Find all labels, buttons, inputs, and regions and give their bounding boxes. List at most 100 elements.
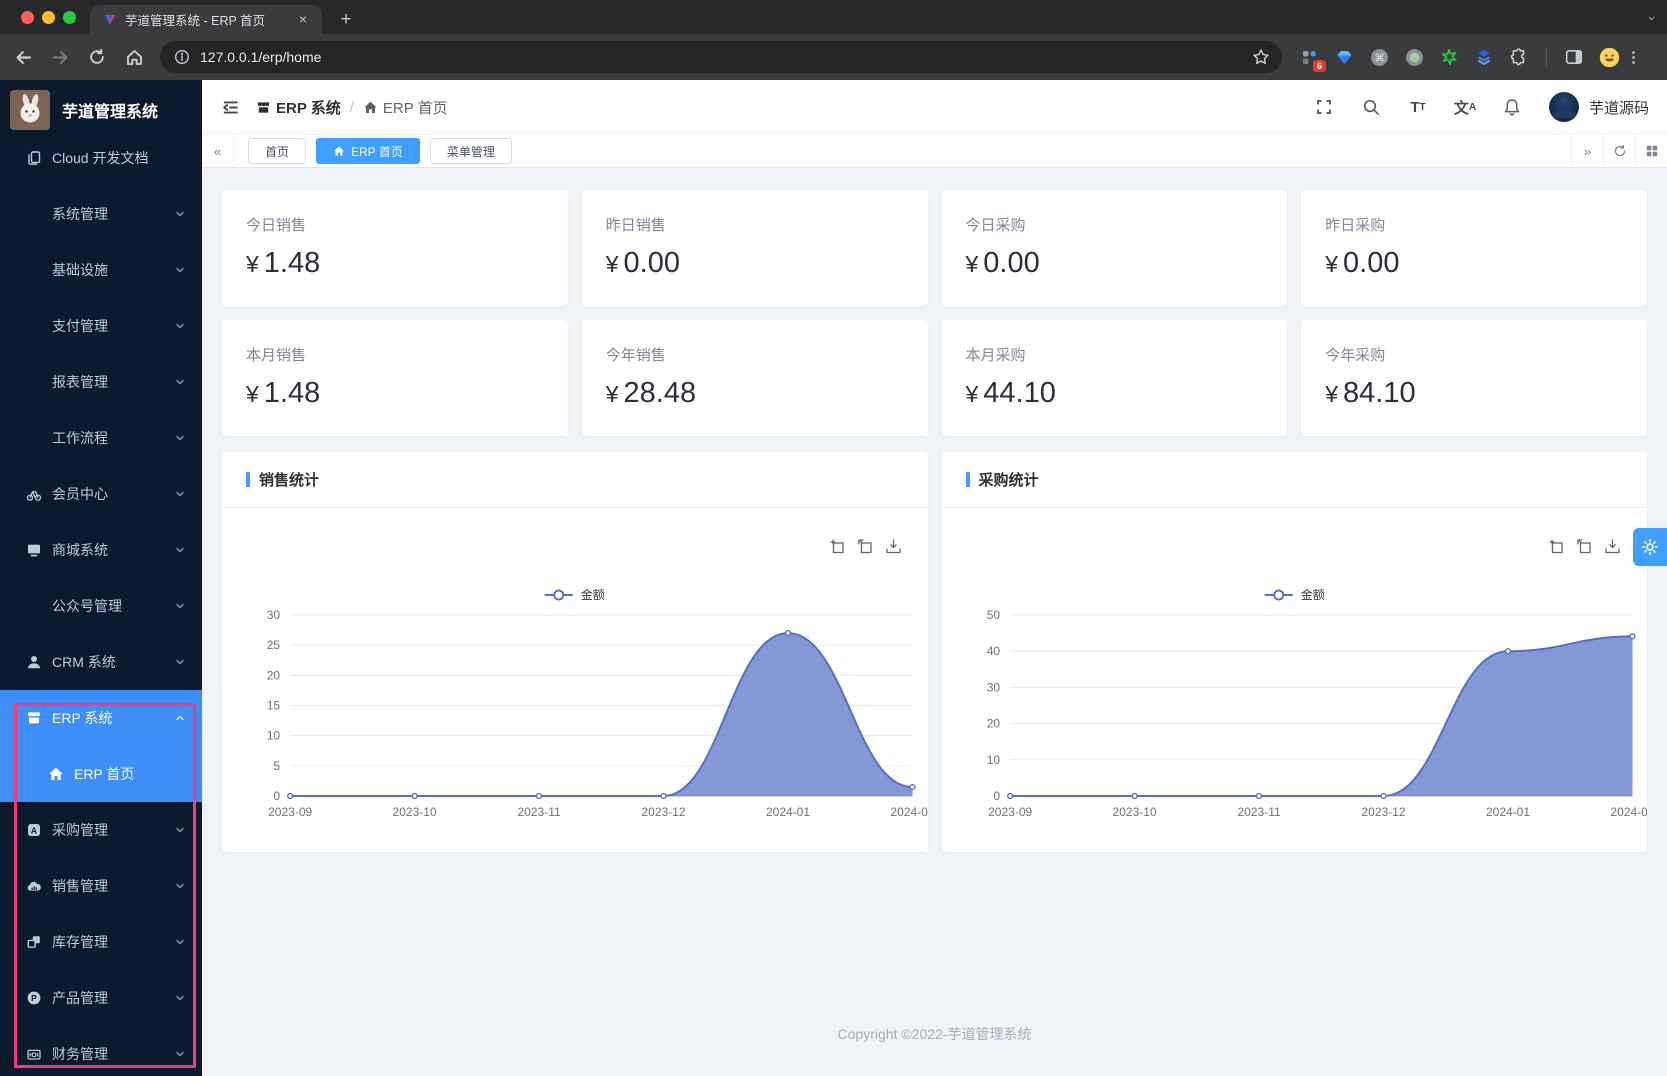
sidebar-item-0[interactable]: Cloud 开发文档 (0, 130, 202, 186)
currency-symbol: ¥ (606, 251, 619, 277)
sidebar-item-11[interactable]: ERP 首页 (0, 746, 202, 802)
zoom-select-icon[interactable] (1548, 538, 1565, 555)
data-point[interactable] (288, 794, 293, 799)
data-point[interactable] (1381, 794, 1386, 799)
sidebar-item-label: CRM 系统 (52, 652, 116, 672)
settings-gear-button[interactable] (1633, 528, 1667, 566)
data-point[interactable] (1505, 649, 1510, 654)
sidebar-item-15[interactable]: P 产品管理 (0, 970, 202, 1026)
download-icon[interactable] (1604, 538, 1621, 555)
sidebar-item-13[interactable]: 销售管理 (0, 858, 202, 914)
tabs-layout-grid-icon[interactable] (1635, 135, 1667, 168)
window-zoom-button[interactable] (63, 11, 76, 24)
sidebar-item-7[interactable]: 商城系统 (0, 522, 202, 578)
browser-profile-avatar[interactable] (1598, 46, 1620, 68)
extension-icons: 6 ⌘ (1298, 46, 1620, 68)
legend-label[interactable]: 金额 (581, 587, 605, 602)
stat-value: ¥0.00 (606, 247, 904, 280)
app-logo[interactable]: 芋道管理系统 (0, 80, 202, 130)
address-bar[interactable]: 127.0.0.1/erp/home (160, 41, 1282, 73)
search-icon[interactable] (1361, 97, 1381, 117)
data-point[interactable] (412, 794, 417, 799)
window-minimize-button[interactable] (42, 11, 55, 24)
menu-fold-icon[interactable] (220, 97, 240, 117)
extension-layers-icon[interactable] (1473, 46, 1495, 68)
y-tick-label: 30 (267, 608, 281, 622)
sidebar-item-16[interactable]: 财务管理 (0, 1026, 202, 1076)
extension-gem-icon[interactable] (1333, 46, 1355, 68)
fullscreen-icon[interactable] (1314, 97, 1334, 117)
site-info-icon[interactable] (174, 49, 190, 65)
zoom-restore-icon[interactable] (1576, 538, 1593, 555)
bookmark-star-icon[interactable] (1252, 48, 1270, 66)
zoom-select-icon[interactable] (829, 538, 846, 555)
view-tab-1[interactable]: ERP 首页 (316, 138, 420, 164)
purchase-chart-canvas[interactable]: 金额010203040502023-092023-102023-112023-1… (942, 508, 1648, 852)
stat-card-row1-2: 今日采购¥0.00 (942, 190, 1288, 306)
sidebar-item-3[interactable]: 支付管理 (0, 298, 202, 354)
sidebar-item-9[interactable]: CRM 系统 (0, 634, 202, 690)
user-menu[interactable]: 芋道源码 (1549, 92, 1649, 122)
breadcrumb-item-erp-home[interactable]: ERP 首页 (363, 97, 448, 118)
back-button[interactable] (9, 43, 37, 71)
sidebar-item-4[interactable]: 报表管理 (0, 354, 202, 410)
sidebar-item-14[interactable]: 库存管理 (0, 914, 202, 970)
page-content: 今日销售¥1.48昨日销售¥0.00今日采购¥0.00昨日采购¥0.00 本月销… (202, 168, 1667, 1076)
extension-command-icon[interactable]: ⌘ (1368, 46, 1390, 68)
data-point[interactable] (1630, 634, 1635, 639)
tab-search-chevron-icon[interactable]: ⌄ (1646, 8, 1657, 24)
user-avatar (1549, 92, 1579, 122)
window-close-button[interactable] (21, 11, 34, 24)
sidebar-item-12[interactable]: A采购管理 (0, 802, 202, 858)
extensions-puzzle-icon[interactable] (1508, 46, 1530, 68)
data-point[interactable] (1256, 794, 1261, 799)
tabs-scroll-right-icon[interactable]: » (1571, 135, 1603, 168)
x-tick-label: 2024-01 (1485, 805, 1529, 819)
reload-button[interactable] (83, 43, 111, 71)
chevron-up-icon (174, 712, 186, 724)
tabs-refresh-icon[interactable] (1603, 135, 1635, 168)
data-point[interactable] (1007, 794, 1012, 799)
sidebar-item-10[interactable]: ERP 系统 (0, 690, 202, 746)
extension-grid-icon[interactable]: 6 (1298, 46, 1320, 68)
extension-star-icon[interactable] (1438, 46, 1460, 68)
notification-bell-icon[interactable] (1502, 97, 1522, 117)
zoom-restore-icon[interactable] (857, 538, 874, 555)
forward-button[interactable] (46, 43, 74, 71)
sidebar-item-1[interactable]: 系统管理 (0, 186, 202, 242)
sidebar-item-6[interactable]: 会员中心 (0, 466, 202, 522)
sidebar-item-5[interactable]: 工作流程 (0, 410, 202, 466)
view-tab-2[interactable]: 菜单管理 (430, 138, 512, 164)
font-size-icon[interactable]: TT (1408, 97, 1428, 117)
sales-chart-canvas[interactable]: 金额0510152025302023-092023-102023-112023-… (222, 508, 928, 852)
sidebar-item-label: 产品管理 (52, 988, 108, 1008)
data-point[interactable] (910, 785, 915, 790)
sidebar-item-label: 商城系统 (52, 540, 108, 560)
browser-menu-icon[interactable]: ⋮ (1626, 48, 1641, 66)
data-point[interactable] (661, 794, 666, 799)
translate-icon[interactable]: 文A (1455, 97, 1475, 117)
browser-tab[interactable]: 芋道管理系统 - ERP 首页 × (90, 5, 322, 34)
legend-label[interactable]: 金额 (1300, 587, 1324, 602)
extension-badge: 6 (1313, 60, 1326, 72)
sidebar-item-8[interactable]: 公众号管理 (0, 578, 202, 634)
download-icon[interactable] (885, 538, 902, 555)
extension-record-icon[interactable] (1403, 46, 1425, 68)
view-tab-0[interactable]: 首页 (248, 138, 306, 164)
home-button[interactable] (120, 43, 148, 71)
product-icon: P (26, 990, 42, 1006)
breadcrumb-item-erp-system[interactable]: ERP 系统 (256, 97, 341, 118)
sidebar-item-2[interactable]: 基础设施 (0, 242, 202, 298)
tab-close-icon[interactable]: × (294, 11, 312, 29)
url-text[interactable]: 127.0.0.1/erp/home (200, 49, 1252, 65)
sidebar-item-label: 库存管理 (52, 932, 108, 952)
data-point[interactable] (786, 631, 791, 636)
stat-label: 今日采购 (966, 214, 1264, 235)
data-point[interactable] (537, 794, 542, 799)
chevron-down-icon (174, 264, 186, 276)
sidebar-panel-icon[interactable] (1563, 46, 1585, 68)
tabs-scroll-left-icon[interactable]: « (202, 135, 234, 168)
new-tab-button[interactable]: + (334, 8, 358, 32)
stat-label: 本月销售 (246, 344, 544, 365)
data-point[interactable] (1132, 794, 1137, 799)
